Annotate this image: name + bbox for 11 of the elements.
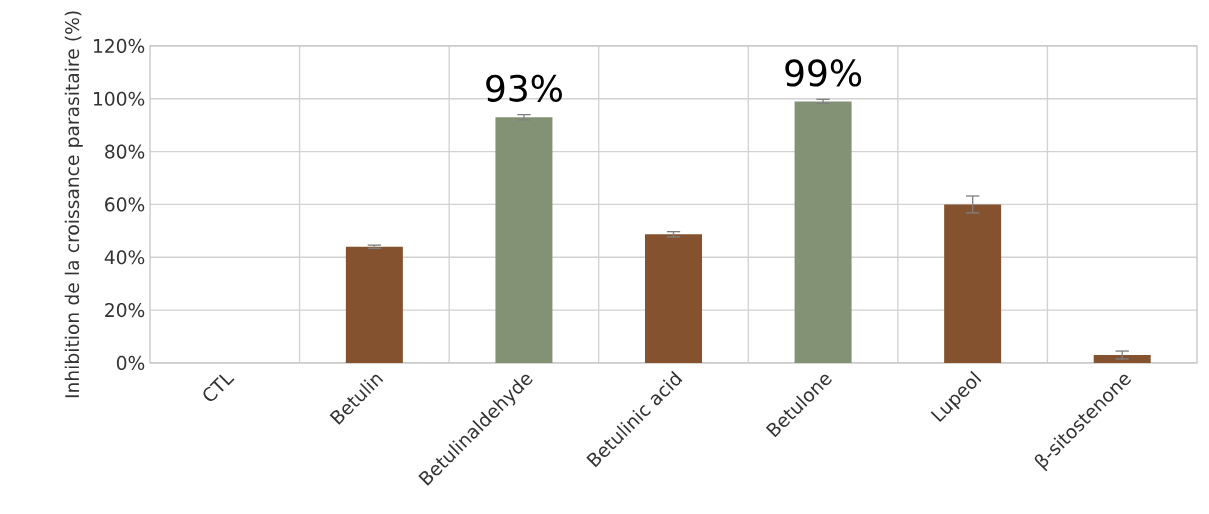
y-tick-label: 40% bbox=[104, 250, 145, 265]
y-tick-label: 80% bbox=[105, 144, 145, 159]
y-axis-title: Inhibition de la croissance parasitaire (%) bbox=[64, 11, 83, 398]
y-tick-label: 100% bbox=[93, 91, 145, 106]
y-tick-label: 120% bbox=[93, 38, 145, 54]
data-label: 93% bbox=[486, 74, 562, 102]
y-tick-label: 20% bbox=[105, 303, 145, 318]
y-tick-label: 60% bbox=[105, 197, 145, 212]
data-label: 99% bbox=[785, 59, 862, 87]
y-tick-label: 0% bbox=[116, 355, 145, 371]
x-tick-label: CTL bbox=[203, 374, 235, 401]
